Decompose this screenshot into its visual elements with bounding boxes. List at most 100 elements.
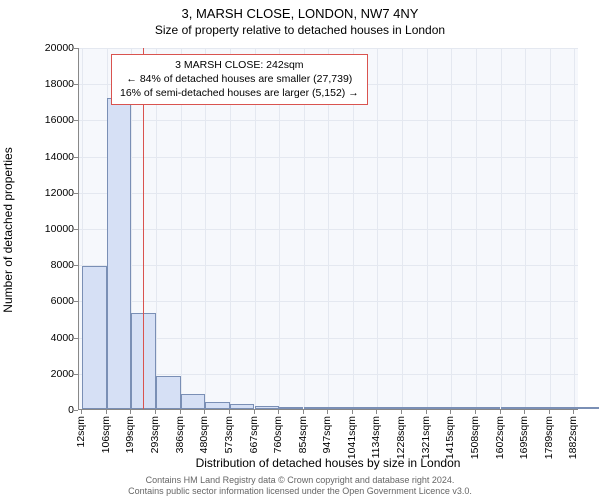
x-tick-mark [549, 410, 550, 414]
y-tick-label: 2000 [26, 368, 74, 380]
attribution-line-1: Contains HM Land Registry data © Crown c… [0, 475, 600, 486]
x-tick-mark [426, 410, 427, 414]
callout-line-2: ← 84% of detached houses are smaller (27… [120, 72, 359, 86]
histogram-bar [476, 407, 500, 409]
x-tick-mark [327, 410, 328, 414]
x-tick-label: 386sqm [174, 416, 186, 453]
x-tick-mark [155, 410, 156, 414]
x-tick-mark [180, 410, 181, 414]
x-tick-mark [254, 410, 255, 414]
gridline-v [476, 48, 477, 409]
y-tick-label: 20000 [26, 42, 74, 54]
x-tick-label: 199sqm [124, 416, 136, 453]
x-tick-mark [106, 410, 107, 414]
histogram-bar [82, 266, 106, 409]
y-tick-label: 18000 [26, 78, 74, 90]
x-tick-label: 1508sqm [469, 416, 481, 459]
chart-subtitle: Size of property relative to detached ho… [0, 21, 600, 37]
gridline-v [550, 48, 551, 409]
x-tick-label: 947sqm [321, 416, 333, 453]
y-tick-mark [74, 84, 78, 85]
x-tick-mark [524, 410, 525, 414]
x-tick-label: 1695sqm [518, 416, 530, 459]
y-axis-label: Number of detached properties [1, 105, 15, 355]
x-tick-mark [130, 410, 131, 414]
gridline-v [525, 48, 526, 409]
y-tick-label: 10000 [26, 223, 74, 235]
histogram-bar [451, 407, 475, 409]
x-tick-mark [401, 410, 402, 414]
histogram-bar [402, 407, 426, 409]
histogram-bar [279, 407, 303, 409]
x-tick-label: 1041sqm [346, 416, 358, 459]
y-tick-mark [74, 120, 78, 121]
x-tick-mark [303, 410, 304, 414]
y-tick-label: 0 [26, 404, 74, 416]
chart-plot-area: 3 MARSH CLOSE: 242sqm← 84% of detached h… [78, 48, 578, 410]
gridline-v [501, 48, 502, 409]
histogram-bar [230, 404, 254, 409]
histogram-bar [377, 407, 401, 409]
y-tick-mark [74, 410, 78, 411]
x-tick-mark [376, 410, 377, 414]
gridline-v [451, 48, 452, 409]
attribution-text: Contains HM Land Registry data © Crown c… [0, 475, 600, 497]
callout-line-1: 3 MARSH CLOSE: 242sqm [120, 58, 359, 72]
x-tick-label: 480sqm [198, 416, 210, 453]
x-tick-mark [278, 410, 279, 414]
y-tick-mark [74, 48, 78, 49]
gridline-v [574, 48, 575, 409]
y-tick-mark [74, 193, 78, 194]
histogram-bar [427, 407, 451, 409]
y-tick-label: 4000 [26, 332, 74, 344]
x-tick-mark [450, 410, 451, 414]
y-tick-label: 8000 [26, 259, 74, 271]
x-tick-mark [204, 410, 205, 414]
y-tick-label: 6000 [26, 295, 74, 307]
histogram-bar [353, 407, 377, 409]
x-tick-mark [81, 410, 82, 414]
x-tick-label: 1602sqm [494, 416, 506, 459]
histogram-bar [501, 407, 525, 409]
gridline-v [377, 48, 378, 409]
callout-line-3: 16% of semi-detached houses are larger (… [120, 86, 359, 100]
histogram-bar [304, 407, 328, 409]
histogram-bar [328, 407, 352, 409]
x-tick-label: 1228sqm [395, 416, 407, 459]
gridline-v [402, 48, 403, 409]
histogram-bar [156, 376, 180, 409]
x-tick-label: 760sqm [272, 416, 284, 453]
x-tick-label: 1134sqm [370, 416, 382, 458]
histogram-bar [255, 406, 279, 409]
callout-box: 3 MARSH CLOSE: 242sqm← 84% of detached h… [111, 54, 368, 105]
y-tick-label: 16000 [26, 114, 74, 126]
x-tick-mark [229, 410, 230, 414]
y-tick-mark [74, 374, 78, 375]
histogram-bar [205, 402, 229, 409]
histogram-bar [550, 407, 574, 409]
y-tick-mark [74, 265, 78, 266]
x-tick-mark [573, 410, 574, 414]
attribution-line-2: Contains public sector information licen… [0, 486, 600, 497]
y-tick-mark [74, 301, 78, 302]
y-tick-label: 14000 [26, 151, 74, 163]
x-tick-label: 1321sqm [420, 416, 432, 459]
x-tick-label: 12sqm [75, 416, 87, 448]
histogram-bar [574, 407, 598, 409]
x-tick-label: 293sqm [149, 416, 161, 453]
x-tick-label: 667sqm [248, 416, 260, 453]
x-tick-label: 573sqm [223, 416, 235, 453]
y-tick-mark [74, 157, 78, 158]
x-tick-mark [352, 410, 353, 414]
x-tick-mark [500, 410, 501, 414]
histogram-bar [107, 98, 131, 409]
y-tick-mark [74, 338, 78, 339]
gridline-v [427, 48, 428, 409]
x-tick-label: 1789sqm [543, 416, 555, 459]
x-tick-label: 1415sqm [444, 416, 456, 459]
y-tick-mark [74, 229, 78, 230]
x-tick-label: 1882sqm [567, 416, 579, 459]
y-tick-label: 12000 [26, 187, 74, 199]
histogram-bar [525, 407, 549, 409]
histogram-bar [181, 394, 205, 409]
